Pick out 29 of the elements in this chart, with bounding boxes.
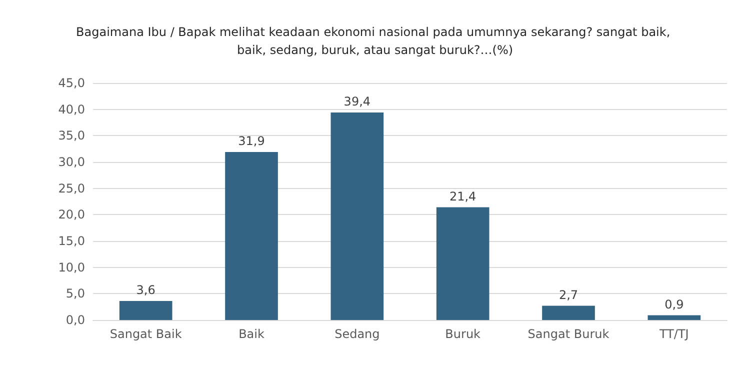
y-tick-label: 20,0: [58, 208, 85, 222]
y-tick-label: 30,0: [58, 155, 85, 169]
y-tick-label: 45,0: [58, 76, 85, 90]
x-tick-label: Baik: [238, 327, 264, 341]
data-label: 21,4: [449, 189, 476, 204]
y-tick-label: 40,0: [58, 102, 85, 116]
data-label: 31,9: [238, 134, 265, 148]
y-tick-label: 0,0: [66, 313, 85, 327]
data-label: 3,6: [136, 283, 156, 298]
y-tick-label: 5,0: [66, 286, 85, 301]
bar: [648, 315, 701, 320]
y-tick-label: 15,0: [58, 234, 85, 248]
x-tick-label: Sangat Baik: [110, 327, 182, 341]
data-label: 2,7: [558, 288, 578, 302]
data-label: 39,4: [344, 94, 371, 108]
bar: [225, 152, 278, 320]
y-tick-label: 25,0: [58, 181, 85, 196]
x-tick-label: TT/TJ: [658, 327, 689, 341]
x-tick-label: Sedang: [334, 327, 380, 341]
x-tick-label: Sangat Buruk: [528, 327, 610, 341]
bar: [542, 306, 595, 320]
chart-title: Bagaimana Ibu / Bapak melihat keadaan ekonomi nasional pada umumnya sekarang? sangat baik, baik, sedang, buruk, atau sangat buruk?…(%): [76, 25, 674, 57]
bar: [330, 112, 384, 320]
y-tick-label: 35,0: [58, 128, 85, 143]
bar: [436, 207, 490, 320]
x-tick-label: Buruk: [445, 327, 481, 341]
y-tick-label: 10,0: [58, 260, 85, 274]
data-label: 0,9: [664, 297, 684, 312]
bar: [119, 301, 172, 320]
